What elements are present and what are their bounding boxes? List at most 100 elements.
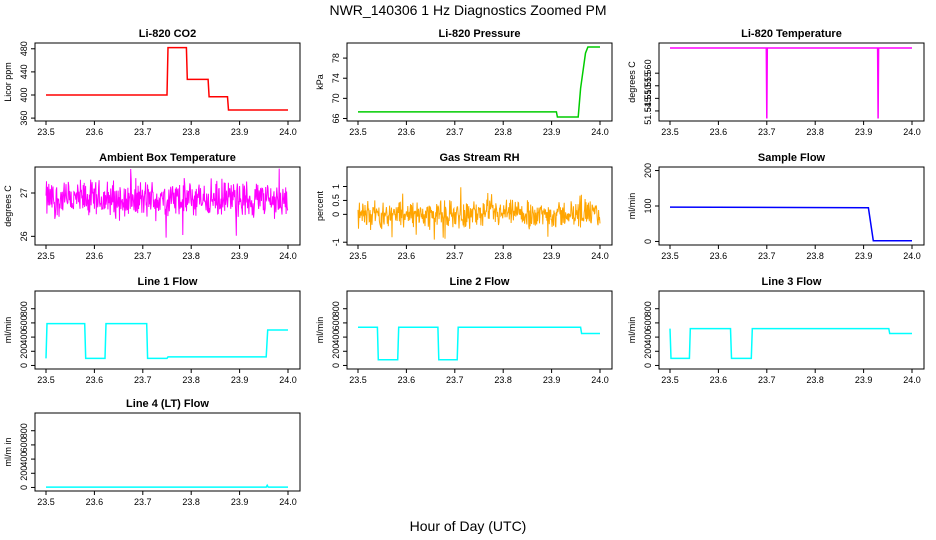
y-tick-label: 200 [643, 163, 653, 178]
x-tick-label: 23.6 [710, 375, 728, 385]
x-tick-label: 24.0 [279, 251, 297, 261]
x-tick-label: 23.5 [37, 251, 55, 261]
y-tick-label: 78 [331, 53, 341, 63]
x-tick-label: 24.0 [591, 375, 609, 385]
x-tick-label: 23.5 [37, 127, 55, 137]
y-tick-label: 0 [331, 363, 341, 368]
x-tick-label: 23.9 [543, 251, 561, 261]
x-tick-label: 23.6 [86, 375, 104, 385]
plot-frame [34, 412, 301, 492]
x-tick-label: 23.7 [446, 251, 464, 261]
x-tick-label: 23.7 [758, 127, 776, 137]
x-tick-label: 23.9 [231, 251, 249, 261]
x-tick-label: 23.5 [661, 127, 679, 137]
plot-frame [658, 42, 925, 122]
x-tick-label: 23.5 [37, 375, 55, 385]
x-tick-label: 23.8 [494, 251, 512, 261]
y-tick-label: 0 [19, 363, 29, 368]
x-tick-label: 23.7 [134, 497, 152, 507]
x-tick-label: 23.6 [710, 127, 728, 137]
y-tick-label: 26 [19, 231, 29, 241]
series-line [669, 206, 912, 242]
x-tick-label: 23.8 [182, 375, 200, 385]
x-tick-label: 23.7 [446, 375, 464, 385]
y-tick-label: 200 [19, 466, 29, 481]
panel-title: Line 2 Flow [450, 276, 510, 288]
x-tick-label: 23.7 [134, 375, 152, 385]
x-tick-label: 23.9 [543, 127, 561, 137]
x-tick-label: 23.5 [37, 497, 55, 507]
series-line [45, 322, 288, 360]
x-tick-label: 23.9 [231, 497, 249, 507]
y-tick-label: 100 [643, 198, 653, 213]
x-tick-label: 23.7 [134, 251, 152, 261]
y-tick-label: 400 [331, 330, 341, 345]
panel-1: Li-820 CO2 Licor ppm 23.5 23.6 23.7 23.8 23.9 2… [3, 28, 301, 137]
figure-title: NWR_140306 1 Hz Diagnostics Zoomed PM [329, 2, 607, 18]
x-tick-label: 23.5 [349, 127, 367, 137]
y-tick-label: 66 [331, 113, 341, 123]
y-tick-label: 70 [331, 93, 341, 103]
y-tick-label: 800 [331, 301, 341, 316]
x-tick-label: 23.8 [494, 375, 512, 385]
x-tick-label: 23.7 [134, 127, 152, 137]
panel-title: Line 4 (LT) Flow [126, 398, 209, 410]
y-tick-label: 0.5 [331, 194, 341, 207]
series-line [46, 46, 288, 111]
panel-title: Ambient Box Temperature [99, 152, 236, 164]
series-line [670, 47, 912, 119]
x-tick-label: 24.0 [903, 251, 921, 261]
series-line [358, 46, 600, 118]
y-tick-label: 400 [643, 330, 653, 345]
y-tick-label: 200 [643, 344, 653, 359]
x-tick-label: 24.0 [279, 375, 297, 385]
x-tick-label: 23.8 [806, 375, 824, 385]
x-tick-label: 23.9 [231, 127, 249, 137]
y-tick-label: 0 [19, 485, 29, 490]
x-tick-label: 23.5 [349, 375, 367, 385]
y-tick-label: 800 [19, 423, 29, 438]
plot-frame [346, 166, 613, 246]
y-tick-label: 200 [331, 344, 341, 359]
panel-3: Li-820 Temperature degrees C 23.5 23.6 23.7 2… [627, 28, 925, 137]
panel-title: Li-820 Temperature [741, 28, 842, 40]
y-axis-label: percent [315, 190, 325, 221]
plot-frame [34, 42, 301, 122]
x-tick-label: 23.8 [806, 251, 824, 261]
y-tick-label: 0 [643, 363, 653, 368]
y-tick-label: 400 [19, 330, 29, 345]
x-tick-label: 23.8 [182, 127, 200, 137]
panel-4: Ambient Box Temperature degrees C 23.5 23.6… [3, 152, 301, 261]
y-tick-label: 600 [19, 315, 29, 330]
y-tick-label: 440 [19, 64, 29, 79]
panel-title: Li-820 Pressure [439, 28, 521, 40]
x-tick-label: 23.6 [398, 375, 416, 385]
figure-x-axis-label: Hour of Day (UTC) [409, 518, 527, 534]
x-tick-label: 23.9 [855, 251, 873, 261]
x-tick-label: 23.5 [661, 251, 679, 261]
x-tick-label: 23.8 [806, 127, 824, 137]
plot-frame [346, 290, 613, 370]
x-tick-label: 23.7 [758, 251, 776, 261]
y-axis-label: ml/min [315, 317, 325, 344]
y-tick-label: 200 [19, 344, 29, 359]
y-axis-label: ml/min [627, 193, 637, 220]
panel-title: Line 3 Flow [762, 276, 822, 288]
y-axis-label: Licor ppm [3, 62, 13, 102]
x-tick-label: 24.0 [903, 375, 921, 385]
x-tick-label: 23.5 [661, 375, 679, 385]
series-line [358, 326, 600, 361]
x-tick-label: 23.6 [86, 127, 104, 137]
panel-title: Gas Stream RH [439, 152, 519, 164]
series-line [45, 168, 289, 238]
y-tick-label: 74 [331, 73, 341, 83]
plot-frame [346, 42, 613, 122]
y-tick-label: -1 [331, 238, 341, 246]
series-line [357, 187, 601, 240]
plot-frame [658, 290, 925, 370]
y-tick-label: 400 [19, 452, 29, 467]
x-tick-label: 23.7 [758, 375, 776, 385]
y-tick-label: 360 [19, 111, 29, 126]
plot-frame [34, 166, 301, 246]
panel-title: Sample Flow [758, 152, 826, 164]
